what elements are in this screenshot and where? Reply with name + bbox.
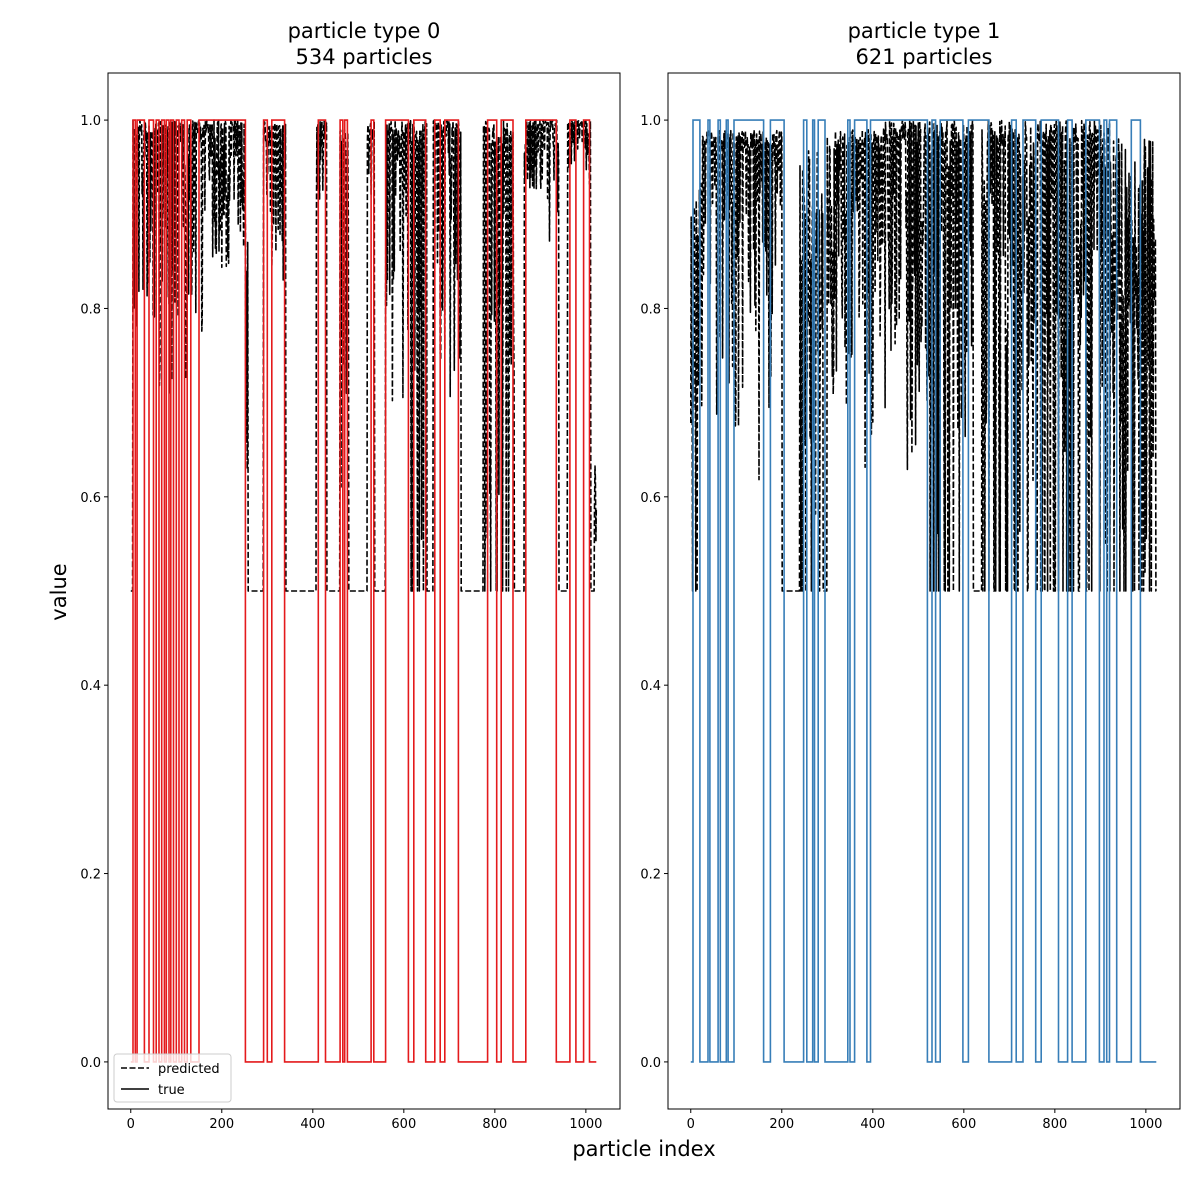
panel-0-title-line2: 534 particles xyxy=(296,45,433,69)
legend: predicted true xyxy=(113,1053,232,1103)
y-tick-label: 0.4 xyxy=(80,679,101,694)
true-series-line xyxy=(130,119,597,1063)
x-tick-label: 200 xyxy=(769,1117,794,1132)
y-tick-label: 0.2 xyxy=(80,868,101,883)
panel-particle-type-1: particle type 1 621 particles 0 200 400 600… xyxy=(640,19,1181,1132)
x-tick-label: 0 xyxy=(127,1117,135,1132)
x-tick-label: 800 xyxy=(482,1117,507,1132)
x-tick-label: 1000 xyxy=(569,1117,602,1132)
panel-1-plot-area: 0 200 400 600 800 1000 0.0 0.2 0.4 0.6 0.8 1.0 xyxy=(640,114,1162,1132)
legend-predicted-label: predicted xyxy=(158,1062,220,1077)
predicted-series-line xyxy=(689,119,1157,592)
panel-particle-type-0: particle type 0 534 particles 0 200 400 600… xyxy=(80,19,621,1132)
legend-box xyxy=(113,1053,232,1103)
y-tick-label: 0.6 xyxy=(80,491,101,506)
x-tick-label: 200 xyxy=(209,1117,234,1132)
y-tick-label: 0.8 xyxy=(80,302,101,317)
panel-1-frame xyxy=(667,72,1181,1110)
panel-0-plot-area: 0 200 400 600 800 1000 0.0 0.2 0.4 0.6 0.8 1.0 xyxy=(80,114,602,1132)
y-tick-label: 0.6 xyxy=(640,491,661,506)
y-tick-label: 0.4 xyxy=(640,679,661,694)
y-tick-label: 0.0 xyxy=(80,1056,101,1071)
true-series-line xyxy=(690,119,1157,1063)
x-tick-label: 1000 xyxy=(1129,1117,1162,1132)
x-axis-label: particle index xyxy=(572,1137,715,1161)
predicted-series-line xyxy=(130,119,598,592)
x-tick-label: 600 xyxy=(391,1117,416,1132)
y-axis-label: value xyxy=(47,563,71,620)
y-tick-label: 1.0 xyxy=(80,114,101,129)
panel-0-frame xyxy=(107,72,621,1110)
x-tick-label: 800 xyxy=(1042,1117,1067,1132)
y-tick-label: 0.0 xyxy=(640,1056,661,1071)
x-tick-label: 0 xyxy=(687,1117,695,1132)
panel-1-title-line1: particle type 1 xyxy=(848,19,1001,43)
panel-0-title-line1: particle type 0 xyxy=(288,19,441,43)
panel-1-title-line2: 621 particles xyxy=(856,45,993,69)
x-tick-label: 400 xyxy=(860,1117,885,1132)
legend-true-label: true xyxy=(158,1083,185,1098)
y-tick-label: 1.0 xyxy=(640,114,661,129)
x-tick-label: 600 xyxy=(951,1117,976,1132)
y-tick-label: 0.8 xyxy=(640,302,661,317)
x-tick-label: 400 xyxy=(300,1117,325,1132)
y-tick-label: 0.2 xyxy=(640,868,661,883)
